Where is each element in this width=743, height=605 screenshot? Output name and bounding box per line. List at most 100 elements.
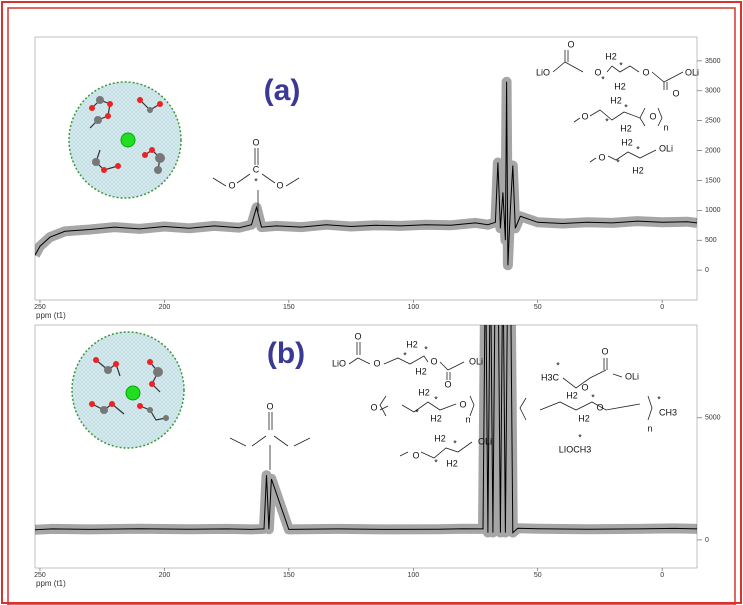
y-tick-label: 5000	[705, 415, 721, 422]
x-tick-label: 0	[660, 572, 664, 579]
panel-label: (a)	[264, 74, 301, 107]
structure-label: *	[453, 438, 457, 448]
structure-label: n	[647, 423, 652, 433]
solvation-shell	[68, 81, 182, 199]
structure-label: H2	[406, 339, 418, 349]
structure-label: O	[672, 88, 679, 98]
structure-label: OLi	[625, 371, 639, 381]
structure-label: O	[444, 379, 451, 389]
y-tick-label: 3000	[705, 88, 721, 95]
plot-area	[34, 324, 698, 569]
structure-label: LiO	[332, 358, 346, 368]
structure-label: *	[636, 144, 640, 154]
y-tick-label: 0	[705, 267, 709, 274]
structure-label: *	[434, 457, 438, 467]
y-tick-label: 0	[705, 537, 709, 544]
x-axis-label: ppm (t1)	[36, 311, 66, 320]
structure-label: *	[415, 407, 419, 417]
structure-label: O	[228, 180, 235, 190]
structure-label: O	[596, 402, 603, 412]
x-tick-label: 50	[534, 572, 542, 579]
spectrum	[35, 325, 697, 534]
structure-label: *	[578, 432, 582, 442]
structure-label: O	[459, 399, 466, 409]
panel-label: (b)	[267, 337, 305, 370]
structure-label: C	[253, 164, 260, 174]
structure-label: H2	[632, 165, 644, 175]
structure-label: H2	[620, 123, 632, 133]
structure-label: H2	[566, 390, 578, 400]
structure-label: H2	[415, 366, 427, 376]
structure-label: H2	[430, 413, 442, 423]
structure-label: *	[434, 394, 438, 404]
structure-label: O	[581, 111, 588, 121]
structure-label: O	[567, 39, 574, 49]
y-tick-label: 2000	[705, 147, 721, 154]
structure-label: O	[581, 382, 588, 392]
structure-label: O	[373, 358, 380, 368]
structure-label: O	[598, 152, 605, 162]
structure-label: OLi	[685, 67, 699, 77]
y-tick-label: 2500	[705, 118, 721, 125]
structure-label: *	[605, 116, 609, 126]
structure-label: LiO	[536, 67, 550, 77]
x-tick-label: 50	[534, 304, 542, 311]
structure-label: *	[556, 360, 560, 370]
y-tick-label: 500	[705, 237, 717, 244]
structure-label: *	[424, 344, 428, 354]
y-tick-label: 1000	[705, 207, 721, 214]
x-tick-label: 100	[407, 304, 419, 311]
structure-label: *	[254, 176, 258, 186]
structure-label: OLi	[478, 436, 492, 446]
structure-label: H2	[614, 81, 626, 91]
structure-label: H2	[610, 95, 622, 105]
structure-label: n	[465, 414, 470, 424]
structure-label: O	[412, 450, 419, 460]
structure-label: O	[649, 111, 656, 121]
x-tick-label: 100	[407, 572, 419, 579]
structure-label: O	[430, 356, 437, 366]
x-tick-label: 250	[34, 304, 46, 311]
structure-label: n	[663, 122, 668, 132]
structure-label: O	[276, 180, 283, 190]
structure-label: H2	[418, 387, 430, 397]
structure-label: H2	[578, 413, 590, 423]
structure-label: O	[354, 331, 361, 341]
x-axis-label: ppm (t1)	[36, 579, 66, 588]
structure-label: LIOCH3	[559, 444, 592, 454]
structure-label: O	[594, 67, 601, 77]
structure-label: O	[266, 401, 273, 411]
x-tick-label: 250	[34, 572, 46, 579]
structure-label: *	[601, 74, 605, 84]
structure-label: *	[616, 157, 620, 167]
structure-label: O	[252, 137, 259, 147]
x-tick-label: 150	[283, 572, 295, 579]
structure-label: O	[642, 67, 649, 77]
structure-bonds	[212, 50, 684, 470]
spectrum	[35, 81, 697, 266]
y-tick-label: 1500	[705, 177, 721, 184]
structure-label: H2	[605, 51, 617, 61]
frame	[7, 7, 736, 605]
y-tick-label: 3500	[705, 58, 721, 65]
structure-label: OLi	[469, 356, 483, 366]
structure-label: *	[657, 394, 661, 404]
structure-label: H2	[446, 458, 458, 468]
structure-label: H2	[621, 137, 633, 147]
structure-label: CH3	[659, 407, 677, 417]
x-tick-label: 150	[283, 304, 295, 311]
structure-label: H2	[434, 433, 446, 443]
structure-label: *	[591, 392, 595, 402]
x-tick-label: 0	[660, 304, 664, 311]
x-tick-label: 200	[159, 304, 171, 311]
structure-label: O	[370, 402, 377, 412]
structure-label: OLi	[659, 143, 673, 153]
x-tick-label: 200	[159, 572, 171, 579]
structure-label: O	[601, 346, 608, 356]
solvation-shell	[71, 331, 185, 449]
structure-label: *	[619, 60, 623, 70]
structure-label: *	[403, 350, 407, 360]
plot-area	[34, 36, 698, 301]
